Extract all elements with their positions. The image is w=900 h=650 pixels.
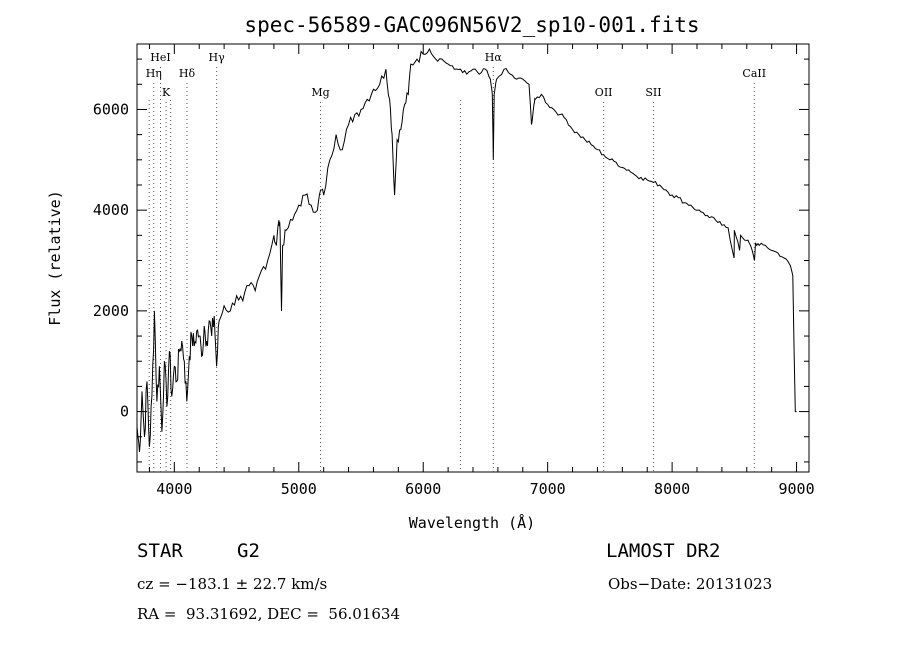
x-axis: 4000 5000 6000 7000 8000 9000 [148,44,815,498]
line-label: Mg [311,86,329,99]
y-tick-label: 0 [120,403,129,421]
line-label: OII [595,86,613,99]
line-label: HeI [150,51,170,64]
line-labels: HeI Hη Hδ Hγ K Mg Hα OII SII CaII [146,51,766,99]
x-tick-label: 9000 [778,480,814,498]
plot-frame [136,43,810,473]
x-tick-label: 6000 [405,480,441,498]
coordinates: RA = 93.31692, DEC = 56.01634 [137,605,401,623]
object-type: STAR [137,540,183,562]
x-tick-label: 7000 [530,480,566,498]
subclass: G2 [237,540,260,562]
y-axis: 0 2000 4000 6000 [93,58,809,463]
x-axis-label: Wavelength (Å) [409,513,535,532]
y-tick-label: 4000 [93,201,129,219]
y-tick-label: 2000 [93,302,129,320]
line-label: K [162,86,171,99]
x-tick-label: 5000 [281,480,317,498]
line-label: Hδ [179,67,196,80]
survey-name: LAMOST DR2 [606,540,721,562]
line-markers [148,67,755,472]
velocity: cz = −183.1 ± 22.7 km/s [137,575,328,593]
chart-title: spec-56589-GAC096N56V2_sp10-001.fits [244,13,699,37]
spectrum-line [136,47,797,452]
obs-date: Obs−Date: 20131023 [608,575,773,593]
y-tick-label: 6000 [93,100,129,118]
y-axis-label: Flux (relative) [46,190,64,325]
line-label: Hη [146,67,162,80]
line-label: CaII [742,67,766,80]
line-label: SII [645,86,661,99]
line-label: Hγ [209,51,226,64]
line-label: Hα [485,51,503,64]
x-tick-label: 4000 [156,480,192,498]
x-tick-label: 8000 [654,480,690,498]
